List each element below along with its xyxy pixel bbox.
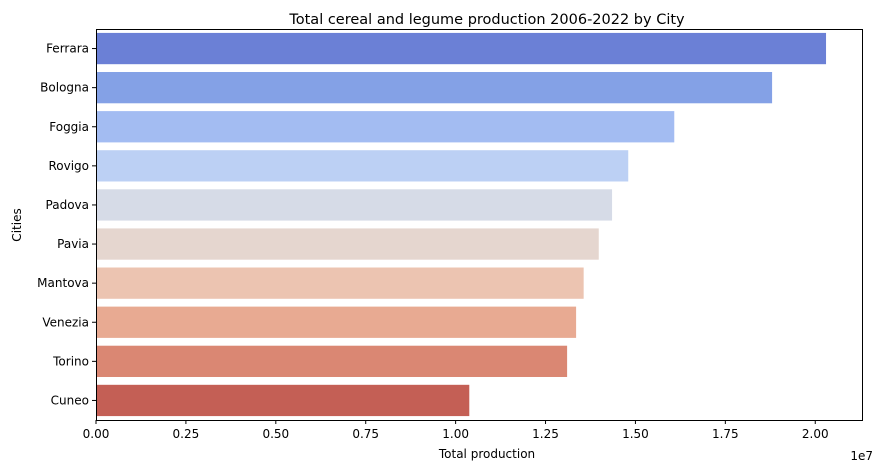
bar-mantova — [96, 267, 584, 299]
y-tick-label-ferrara: Ferrara — [46, 42, 89, 56]
y-tick-label-padova: Padova — [46, 198, 89, 212]
y-tick-label-torino: Torino — [52, 354, 89, 368]
y-axis-label: Cities — [10, 208, 24, 241]
y-tick-label-bologna: Bologna — [40, 81, 89, 95]
x-axis-label: Total production — [438, 447, 535, 461]
bar-padova — [96, 189, 613, 221]
bars-group — [96, 32, 827, 417]
y-tick-label-pavia: Pavia — [57, 237, 89, 251]
y-tick-label-mantova: Mantova — [37, 276, 89, 290]
plot-frame — [96, 29, 863, 421]
x-axis-offset-label: 1e7 — [850, 449, 873, 463]
x-tick-label-6: 1.50 — [622, 427, 649, 441]
y-axis-ticks: Ferrara Bologna Foggia Rovigo Padova Pavia Man… — [37, 42, 96, 407]
x-axis-ticks: 0.00 0.25 0.50 0.75 1.00 1.25 1.50 1.75 2.00 — [83, 420, 829, 441]
x-tick-label-7: 1.75 — [712, 427, 739, 441]
x-tick-label-5: 1.25 — [532, 427, 559, 441]
bar-pavia — [96, 228, 599, 260]
bar-rovigo — [96, 150, 629, 182]
x-tick-label-0: 0.00 — [83, 427, 110, 441]
x-tick-label-2: 0.50 — [262, 427, 289, 441]
x-tick-label-3: 0.75 — [352, 427, 379, 441]
bar-cuneo — [96, 384, 470, 417]
y-tick-label-rovigo: Rovigo — [48, 159, 89, 173]
chart-title: Total cereal and legume production 2006-… — [288, 12, 685, 28]
x-tick-label-4: 1.00 — [442, 427, 469, 441]
x-tick-label-1: 0.25 — [173, 427, 200, 441]
bar-ferrara — [96, 32, 827, 65]
y-tick-label-foggia: Foggia — [49, 120, 89, 134]
x-tick-label-8: 2.00 — [802, 427, 829, 441]
bar-bologna — [96, 72, 773, 104]
bar-torino — [96, 345, 568, 377]
bar-foggia — [96, 111, 675, 143]
y-tick-label-venezia: Venezia — [42, 315, 89, 329]
bar-venezia — [96, 306, 577, 338]
y-tick-label-cuneo: Cuneo — [51, 393, 89, 407]
